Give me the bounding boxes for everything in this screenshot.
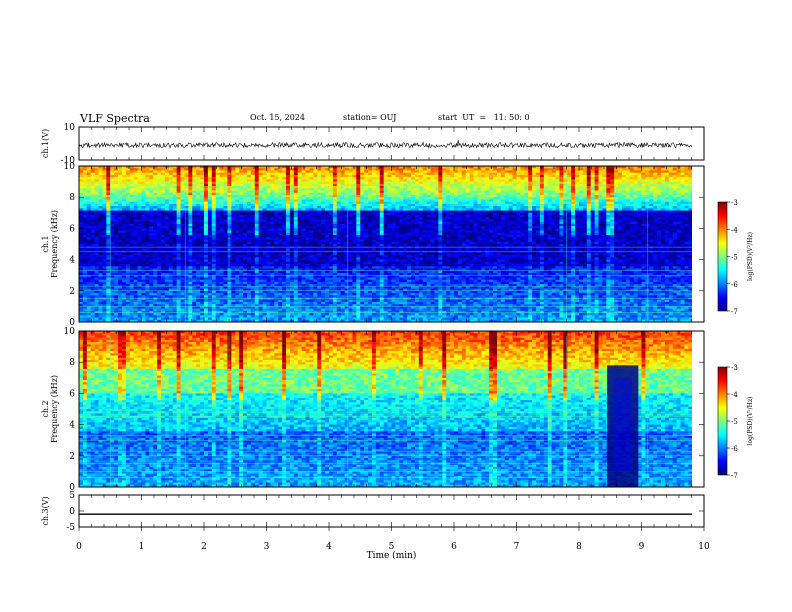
colorbar-label: log(PSD)(V²/Hz) <box>747 397 754 446</box>
y-tick-label: 4 <box>69 256 75 266</box>
y-tick-label: 10 <box>64 123 76 133</box>
ch2-spec-ylabel: Frequency (kHz) <box>50 375 59 443</box>
y-tick-label: -5 <box>66 523 75 533</box>
x-tick-label: 9 <box>639 542 645 552</box>
x-tick-label: 0 <box>76 542 82 552</box>
colorbar-tick-label: -5 <box>731 254 738 262</box>
ch2-colorbar <box>718 367 727 475</box>
colorbar-tick-label: -3 <box>731 364 738 372</box>
y-tick-label: 6 <box>69 389 75 399</box>
y-tick-label: 10 <box>64 162 76 172</box>
x-tick-label: 8 <box>576 542 582 552</box>
ch1-wave-ylabel: ch.1(V) <box>41 129 50 158</box>
x-axis-label: Time (min) <box>367 550 417 561</box>
x-tick-label: 3 <box>264 542 270 552</box>
colorbar-tick-label: -7 <box>731 472 738 480</box>
ch1-colorbar <box>718 202 727 311</box>
y-tick-label: 2 <box>69 452 75 462</box>
x-tick-label: 2 <box>201 542 207 552</box>
x-tick-label: 4 <box>326 542 332 552</box>
ch2-gap-core <box>613 378 632 472</box>
y-tick-label: 4 <box>69 421 75 431</box>
ch2-spectrogram <box>79 331 704 487</box>
colorbar-tick-label: -3 <box>731 199 738 207</box>
colorbar-tick-label: -5 <box>731 418 738 426</box>
ch1-spec-ylabel: Frequency (kHz) <box>50 210 59 278</box>
y-tick-label: 10 <box>64 327 76 337</box>
y-tick-label: 0 <box>69 507 75 517</box>
y-tick-label: 5 <box>69 491 75 501</box>
ch1-trace <box>79 140 692 148</box>
x-tick-label: 7 <box>514 542 520 552</box>
colorbar-tick-label: -4 <box>731 226 738 234</box>
ch2-spec-ylabel: ch.2 <box>41 400 50 417</box>
y-tick-label: 8 <box>69 358 75 368</box>
colorbar-tick-label: -6 <box>731 445 738 453</box>
y-tick-label: 6 <box>69 224 75 234</box>
colorbar-label: log(PSD)(V²/Hz) <box>747 232 754 281</box>
ch3-wave-ylabel: ch.3(V) <box>41 496 50 525</box>
x-tick-label: 1 <box>139 542 145 552</box>
x-tick-label: 10 <box>698 542 710 552</box>
colorbar-tick-label: -6 <box>731 281 738 289</box>
colorbar-tick-label: -4 <box>731 391 738 399</box>
y-tick-label: 8 <box>69 193 75 203</box>
colorbar-tick-label: -7 <box>731 308 738 316</box>
ch1-spec-ylabel: ch.1 <box>41 235 50 252</box>
x-tick-label: 6 <box>451 542 457 552</box>
ch1-spectrogram <box>79 166 704 322</box>
y-tick-label: 2 <box>69 287 75 297</box>
